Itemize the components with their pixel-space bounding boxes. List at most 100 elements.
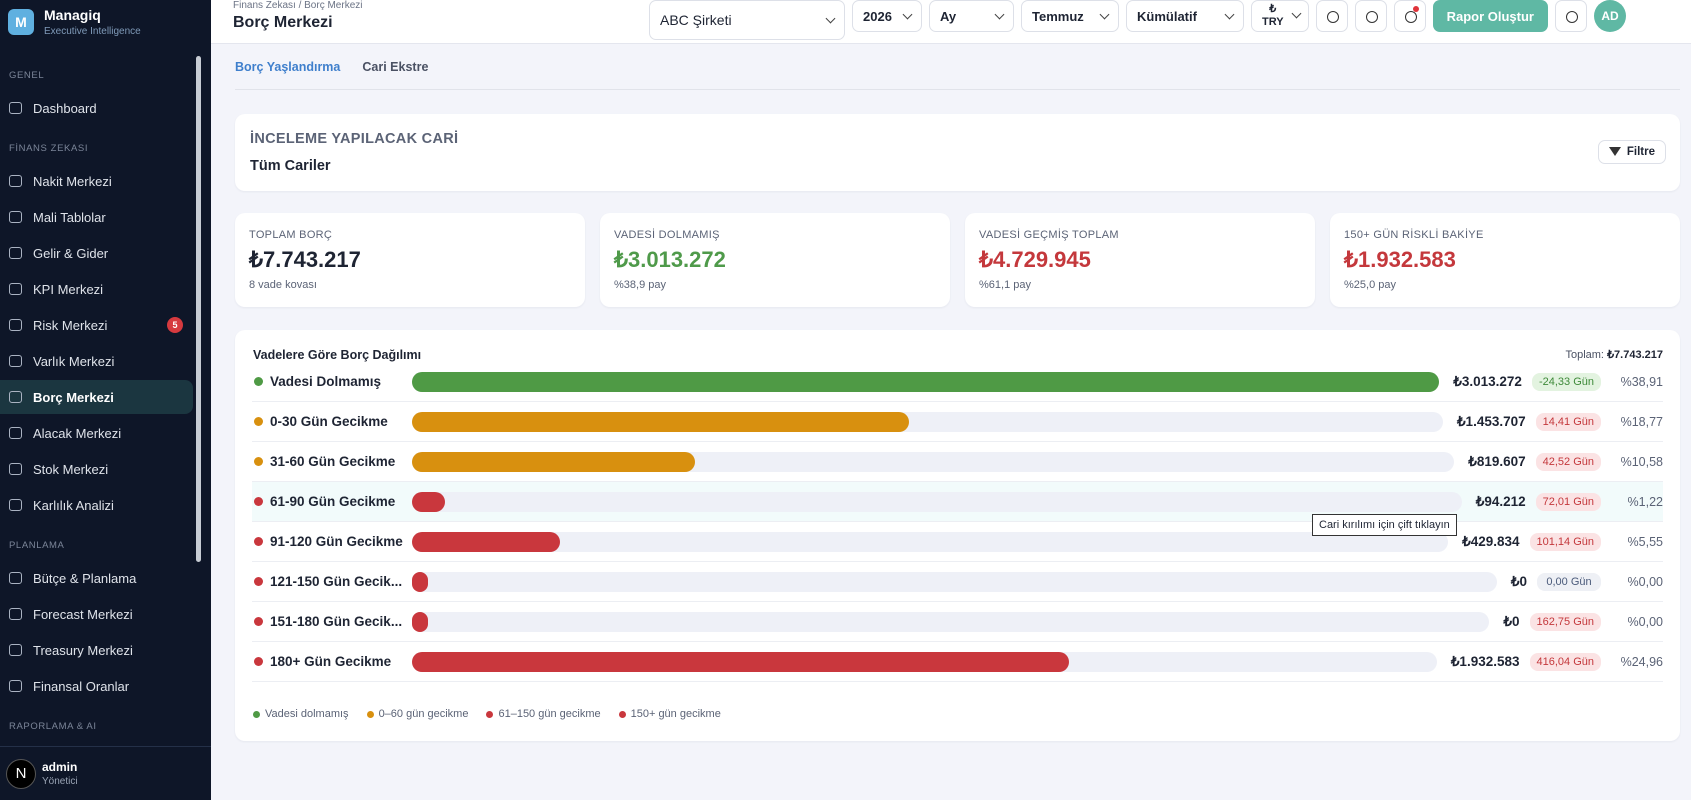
nav-icon bbox=[9, 427, 22, 439]
nav-item[interactable]: Borç Merkezi bbox=[0, 380, 193, 414]
bar bbox=[412, 411, 910, 432]
legend-item: 0–60 gün gecikme bbox=[366, 708, 468, 720]
row-dot bbox=[254, 657, 263, 666]
user-name: admin bbox=[42, 760, 78, 774]
bar bbox=[412, 491, 445, 512]
kpi-label: VADESİ DOLMAMIŞ bbox=[614, 229, 720, 241]
row-days: 0,00 Gün bbox=[1537, 572, 1601, 591]
nav-item[interactable]: Risk Merkezi 5 bbox=[0, 308, 193, 342]
company-select[interactable]: ABC Şirketi bbox=[649, 0, 845, 40]
filter-select[interactable]: Kümülatif bbox=[1126, 0, 1244, 32]
tab[interactable]: Borç Yaşlandırma bbox=[235, 59, 341, 74]
row-dot bbox=[254, 457, 263, 466]
nav-item[interactable]: Bütçe & Planlama bbox=[0, 561, 193, 595]
row-name: 31-60 Gün Gecikme bbox=[270, 454, 396, 469]
top-avatar[interactable]: AD bbox=[1594, 0, 1626, 32]
nav-item[interactable]: Finansal Oranlar bbox=[0, 669, 193, 703]
nav-label: Nakit Merkezi bbox=[33, 173, 112, 189]
nav: GENEL Dashboard FİNANS ZEKASI Nakit Merkezi… bbox=[0, 52, 197, 742]
row-name: 0-30 Gün Gecikme bbox=[270, 414, 388, 429]
bar-track bbox=[412, 571, 1497, 592]
filter-value[interactable]: Tüm Cariler bbox=[250, 158, 331, 174]
distribution-row[interactable]: 91-120 Gün Gecikme ₺429.834 101,14 Gün %5,5… bbox=[252, 522, 1663, 562]
nav-icon bbox=[9, 211, 22, 223]
tooltip: Cari kırılımı için çift tıklayın bbox=[1312, 514, 1457, 536]
nav-icon bbox=[9, 572, 22, 584]
nav-item[interactable]: Stok Merkezi bbox=[0, 452, 193, 486]
nav-icon bbox=[9, 102, 22, 114]
kpi-sub: %25,0 pay bbox=[1344, 279, 1396, 291]
kpi-sub: %38,9 pay bbox=[614, 279, 666, 291]
filter-card: İNCELEME YAPILACAK CARİ Tüm Cariler Filt… bbox=[235, 114, 1680, 191]
row-share: %38,91 bbox=[1620, 374, 1663, 389]
legend-label: 150+ gün gecikme bbox=[630, 708, 721, 720]
nav-icon bbox=[9, 355, 22, 367]
bar-track bbox=[412, 531, 1449, 552]
tab[interactable]: Cari Ekstre bbox=[362, 59, 429, 74]
row-amount: ₺94.212 bbox=[1475, 493, 1526, 509]
kpi-sub: %61,1 pay bbox=[979, 279, 1031, 291]
filter-button[interactable]: Filtre bbox=[1597, 140, 1666, 164]
nav-item[interactable]: Nakit Merkezi bbox=[0, 164, 193, 198]
nav-label: Stok Merkezi bbox=[33, 461, 109, 477]
nav-item[interactable]: Dashboard bbox=[0, 91, 193, 125]
nav-item[interactable]: Varlık Merkezi bbox=[0, 344, 193, 378]
filter-select[interactable]: Ay bbox=[929, 0, 1014, 32]
row-amount: ₺0 bbox=[1503, 613, 1520, 629]
row-days: 101,14 Gün bbox=[1529, 532, 1601, 551]
report-button[interactable]: Rapor Oluştur bbox=[1432, 0, 1548, 32]
distribution-row[interactable]: 151-180 Gün Gecik... ₺0 162,75 Gün %0,00 bbox=[252, 602, 1663, 642]
distribution-row[interactable]: 121-150 Gün Gecik... ₺0 0,00 Gün %0,00 bbox=[252, 562, 1663, 602]
nav-item[interactable]: Mali Tablolar bbox=[0, 200, 193, 234]
filter-label: İNCELEME YAPILACAK CARİ bbox=[250, 131, 459, 147]
row-share: %5,55 bbox=[1627, 534, 1663, 549]
nav-item[interactable]: Karlılık Analizi bbox=[0, 488, 193, 522]
row-amount: ₺0 bbox=[1510, 573, 1527, 589]
distribution-card: Vadelere Göre Borç Dağılımı Toplam: ₺7.7… bbox=[235, 330, 1680, 741]
currency-symbol: ₺ bbox=[1269, 3, 1277, 15]
user-avatar: N bbox=[6, 758, 36, 789]
row-days: 42,52 Gün bbox=[1535, 452, 1601, 471]
nav-label: Karlılık Analizi bbox=[33, 497, 114, 513]
nav-icon bbox=[9, 175, 22, 187]
nav-label: Risk Merkezi bbox=[33, 317, 108, 333]
notification-dot bbox=[1412, 6, 1419, 12]
currency-code: TRY bbox=[1262, 16, 1284, 28]
user-role: Yönetici bbox=[42, 776, 78, 787]
nav-item[interactable]: Gelir & Gider bbox=[0, 236, 193, 270]
distribution-row[interactable]: 180+ Gün Gecikme ₺1.932.583 416,04 Gün %24,… bbox=[252, 642, 1663, 682]
theme-button[interactable] bbox=[1555, 0, 1587, 32]
main: Finans Zekası / Borç Merkezi Borç Merkez… bbox=[211, 0, 1691, 800]
filter-select[interactable]: Temmuz bbox=[1021, 0, 1119, 32]
brand-tagline: Executive Intelligence bbox=[44, 26, 141, 37]
filter-select[interactable]: 2026 bbox=[852, 0, 922, 32]
distribution-row[interactable]: 0-30 Gün Gecikme ₺1.453.707 14,41 Gün %18,7… bbox=[252, 402, 1663, 442]
legend-item: 61–150 gün gecikme bbox=[486, 708, 601, 720]
refresh-button[interactable] bbox=[1315, 0, 1348, 32]
nav-label: Gelir & Gider bbox=[33, 245, 109, 261]
nav-label: Mali Tablolar bbox=[33, 209, 106, 225]
currency-select[interactable]: ₺ TRY bbox=[1251, 0, 1309, 32]
bar bbox=[412, 571, 428, 592]
nav-item[interactable]: KPI Merkezi bbox=[0, 272, 193, 306]
nav-section-title: GENEL bbox=[9, 70, 45, 81]
nav-item[interactable]: Treasury Merkezi bbox=[0, 633, 193, 667]
notification-button[interactable] bbox=[1393, 0, 1426, 32]
distribution-row[interactable]: 31-60 Gün Gecikme ₺819.607 42,52 Gün %10,58 bbox=[252, 442, 1663, 482]
nav-icon bbox=[9, 463, 22, 475]
user[interactable]: N admin Yönetici bbox=[0, 746, 211, 800]
nav-label: Treasury Merkezi bbox=[33, 642, 133, 658]
row-days: 416,04 Gün bbox=[1529, 652, 1601, 671]
nav-label: Bütçe & Planlama bbox=[33, 570, 137, 586]
search-button[interactable] bbox=[1354, 0, 1387, 32]
nav-label: Alacak Merkezi bbox=[33, 425, 122, 441]
row-name: Vadesi Dolmamış bbox=[270, 374, 382, 389]
nav-section-title: PLANLAMA bbox=[9, 540, 65, 551]
distribution-row[interactable]: Vadesi Dolmamış ₺3.013.272 -24,33 Gün %38,9… bbox=[252, 362, 1663, 402]
nav-icon bbox=[9, 608, 22, 620]
bar bbox=[412, 451, 696, 472]
nav-item[interactable]: Alacak Merkezi bbox=[0, 416, 193, 450]
nav-item[interactable]: Forecast Merkezi bbox=[0, 597, 193, 631]
row-days: 14,41 Gün bbox=[1535, 412, 1601, 431]
row-amount: ₺1.453.707 bbox=[1456, 413, 1526, 429]
